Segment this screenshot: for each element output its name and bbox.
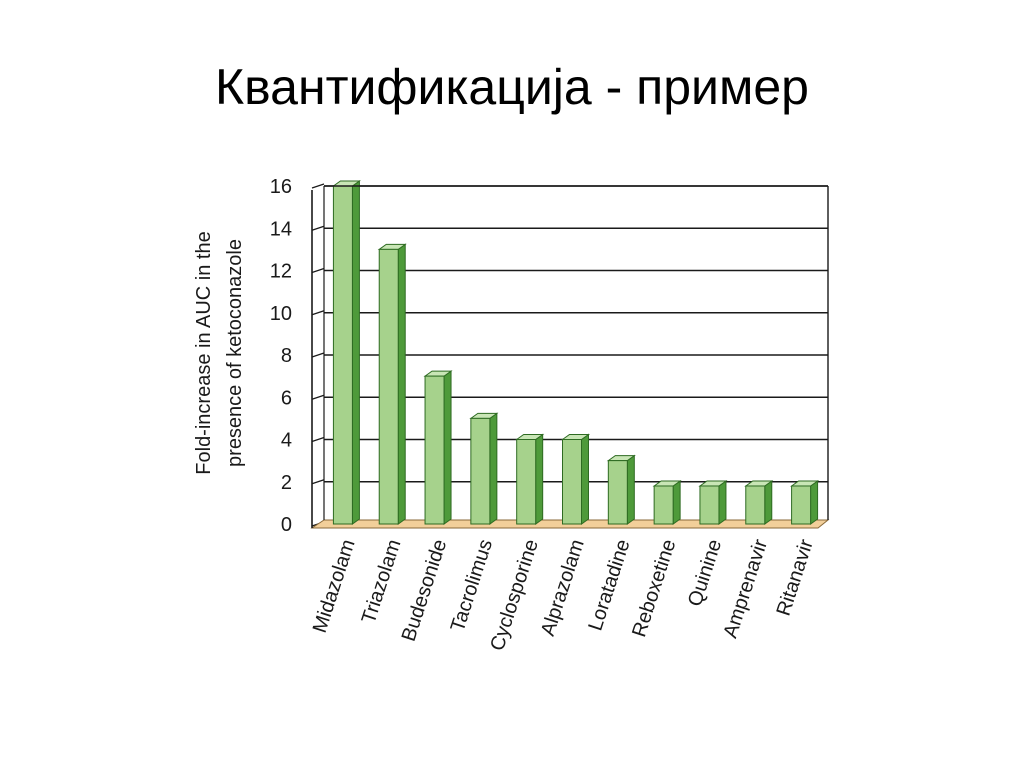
y-tick-label: 2 bbox=[281, 472, 292, 494]
bar-front bbox=[791, 485, 812, 525]
grid-connector bbox=[311, 183, 325, 189]
bar-front bbox=[470, 417, 491, 525]
bar-side bbox=[581, 433, 589, 525]
x-category-label: Alprazolam bbox=[537, 537, 589, 639]
y-tick-label: 0 bbox=[281, 514, 292, 536]
bar-side bbox=[718, 480, 727, 525]
grid-connector bbox=[311, 310, 325, 316]
x-category-label: Loratadine bbox=[584, 537, 634, 634]
bar bbox=[790, 480, 820, 525]
bar-front bbox=[516, 439, 537, 525]
bar bbox=[560, 433, 591, 525]
bar-side bbox=[489, 412, 498, 525]
grid-connector bbox=[311, 436, 325, 443]
grid-connector bbox=[311, 352, 325, 358]
bar-front bbox=[332, 185, 353, 525]
y-tick-label: 14 bbox=[270, 218, 292, 240]
grid-connector bbox=[311, 479, 325, 485]
bar bbox=[331, 180, 361, 525]
bar-side bbox=[351, 180, 360, 525]
bar-front bbox=[745, 485, 766, 525]
y-tick-label: 16 bbox=[270, 176, 292, 198]
chart-frame bbox=[311, 185, 829, 528]
bar-front bbox=[607, 460, 628, 525]
y-tick-label: 8 bbox=[281, 345, 292, 367]
bar-side bbox=[443, 370, 452, 525]
bar-front bbox=[562, 439, 582, 525]
bar bbox=[652, 480, 682, 525]
x-category-label: Budesonide bbox=[398, 537, 452, 644]
bar-front bbox=[653, 485, 674, 525]
bar-side bbox=[535, 433, 544, 525]
grid-connector bbox=[311, 225, 325, 231]
grid-connector bbox=[311, 267, 325, 274]
y-tick-label: 12 bbox=[270, 261, 292, 283]
x-category-label: Reboxetine bbox=[628, 537, 680, 640]
bar bbox=[698, 480, 728, 525]
bar-front bbox=[424, 375, 445, 525]
chart-bars bbox=[331, 180, 820, 525]
bar-side bbox=[672, 480, 681, 525]
y-axis-label-line-1: Fold-increase in AUC in the bbox=[193, 231, 215, 474]
bar bbox=[423, 370, 453, 525]
x-category-label: Ritanavir bbox=[773, 536, 818, 618]
x-category-label: Midazolam bbox=[309, 537, 360, 636]
slide-title: Квантификација - пример bbox=[215, 59, 809, 115]
y-axis-label-line-2: presence of ketoconazole bbox=[224, 239, 246, 467]
bar-side bbox=[626, 454, 635, 525]
y-tick-label: 6 bbox=[281, 387, 292, 409]
bar-side bbox=[397, 243, 406, 525]
bar bbox=[469, 412, 499, 525]
y-tick-labels: 0 2 4 6 8 10 12 14 16 bbox=[270, 176, 292, 536]
x-category-label: Quinine bbox=[684, 537, 726, 609]
bar-side bbox=[764, 480, 773, 525]
bar bbox=[606, 454, 636, 525]
x-category-labels: MidazolamTriazolamBudesonideTacrolimusCy… bbox=[309, 536, 818, 653]
y-tick-label: 4 bbox=[281, 430, 292, 452]
x-category-label: Tacrolimus bbox=[447, 537, 497, 635]
x-category-label: Cyclosporine bbox=[486, 537, 543, 654]
grid-connector bbox=[311, 394, 325, 400]
bar-front bbox=[699, 485, 720, 525]
bar bbox=[744, 480, 774, 525]
x-category-label: Amprenavir bbox=[720, 536, 773, 640]
x-category-label: Triazolam bbox=[358, 537, 406, 627]
bar-side bbox=[810, 480, 819, 525]
bar-front bbox=[378, 248, 399, 525]
y-tick-label: 10 bbox=[270, 303, 292, 325]
bar bbox=[377, 243, 407, 525]
bar bbox=[515, 433, 545, 525]
